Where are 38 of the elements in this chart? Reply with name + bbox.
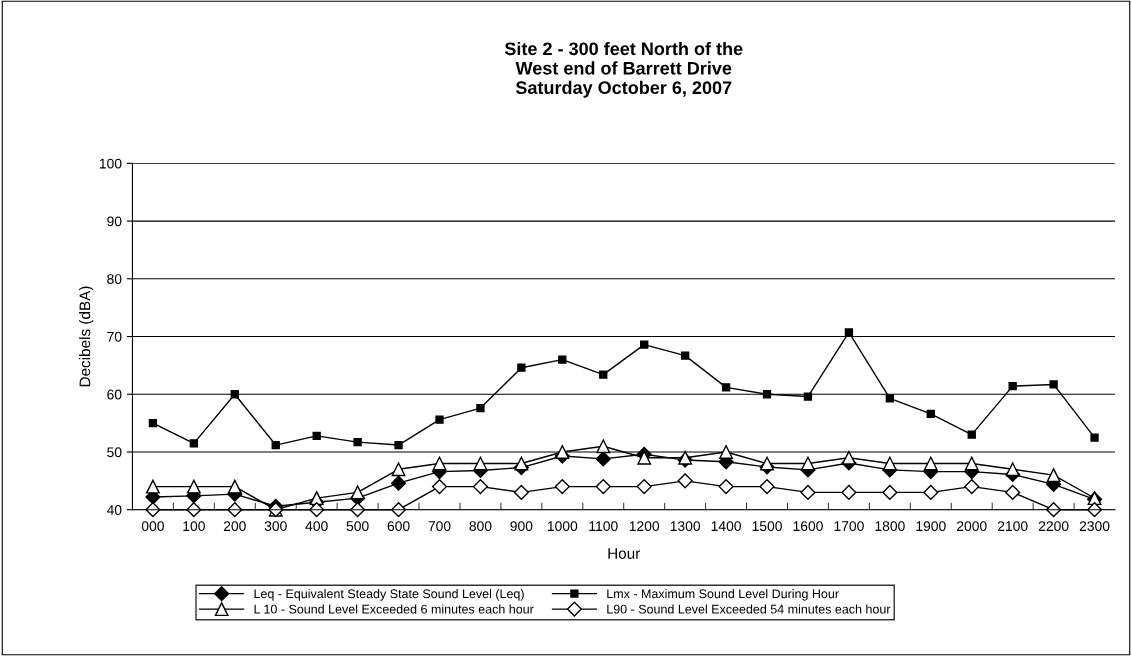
- x-tick-label: 1000: [547, 521, 578, 532]
- x-axis-title: Hour: [608, 548, 641, 559]
- x-tick-label: 100: [183, 521, 205, 532]
- x-tick-label: 1700: [834, 521, 864, 532]
- x-tick-label: 1800: [875, 521, 905, 532]
- x-tick-label: 1100: [589, 521, 618, 532]
- y-tick-label: 90: [107, 216, 122, 227]
- x-tick-label: 900: [510, 521, 533, 532]
- y-tick-label: 80: [107, 274, 122, 284]
- x-tick-label: 500: [346, 521, 369, 532]
- y-axis-title: Decibels (dBA): [79, 286, 94, 387]
- x-tick-label: 000: [141, 521, 164, 532]
- x-tick-label: 1500: [752, 521, 782, 532]
- x-tick-label: 800: [469, 521, 492, 532]
- x-tick-label: 700: [428, 521, 451, 532]
- x-tick-label: 200: [223, 521, 246, 532]
- x-tick-label: 1400: [711, 521, 741, 532]
- y-tick-label: 100: [99, 158, 122, 169]
- x-tick-label: 2300: [1079, 521, 1110, 532]
- y-tick-label: 70: [107, 331, 122, 342]
- x-tick-label: 2200: [1038, 521, 1069, 532]
- x-tick-label: 300: [264, 521, 287, 532]
- x-tick-label: 600: [387, 521, 410, 532]
- legend-label: L 10 - Sound Level Exceeded 6 minutes each hour: [254, 604, 534, 614]
- x-tick-label: 1900: [916, 521, 946, 532]
- x-tick-label: 2100: [997, 521, 1028, 532]
- y-tick-label: 60: [107, 389, 122, 400]
- legend-label: L90 - Sound Level Exceeded 54 minutes each hour: [607, 604, 891, 614]
- chart-title: Site 2 - 300 feet North of the West end of Barrett Drive Saturday October 6, 2007: [504, 41, 743, 98]
- x-tick-label: 1300: [670, 521, 701, 532]
- legend-label: Lmx - Maximum Sound Level During Hour: [607, 588, 839, 601]
- x-tick-label: 400: [305, 521, 328, 532]
- x-tick-label: 1200: [629, 521, 660, 532]
- x-tick-label: 2000: [956, 521, 987, 532]
- y-tick-label: 50: [107, 447, 122, 458]
- legend-label: Leq - Equivalent Steady State Sound Level (Leq): [254, 588, 524, 601]
- x-tick-label: 1600: [793, 521, 823, 532]
- y-tick-label: 40: [106, 505, 122, 515]
